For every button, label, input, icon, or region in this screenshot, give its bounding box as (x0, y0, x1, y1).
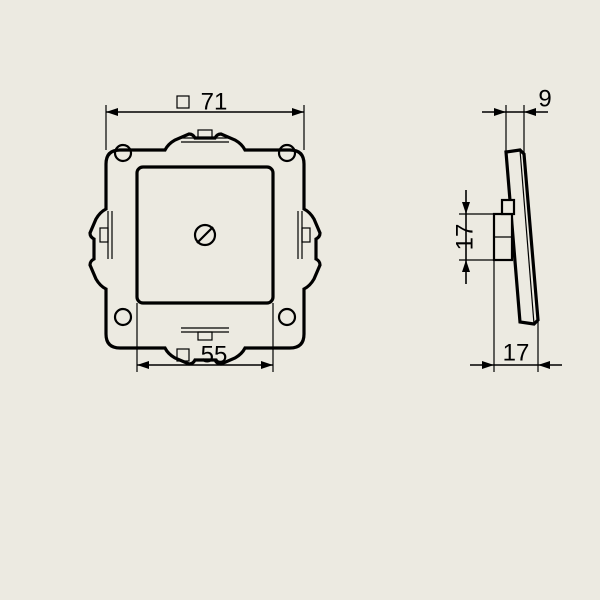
dim-side-17: 17 (451, 190, 500, 284)
front-view: 71 55 (90, 88, 320, 372)
technical-drawing: 71 55 (0, 0, 600, 600)
dim-top-9: 9 (482, 85, 552, 154)
dim-top9-label: 9 (538, 85, 551, 112)
rear-body (494, 200, 514, 260)
dim-side17-label: 17 (451, 224, 478, 251)
side-view: 9 17 17 (451, 85, 562, 372)
dim-bottom17-label: 17 (503, 339, 530, 366)
dim-bottom-label: 55 (201, 341, 228, 368)
dim-top-label: 71 (201, 88, 228, 115)
